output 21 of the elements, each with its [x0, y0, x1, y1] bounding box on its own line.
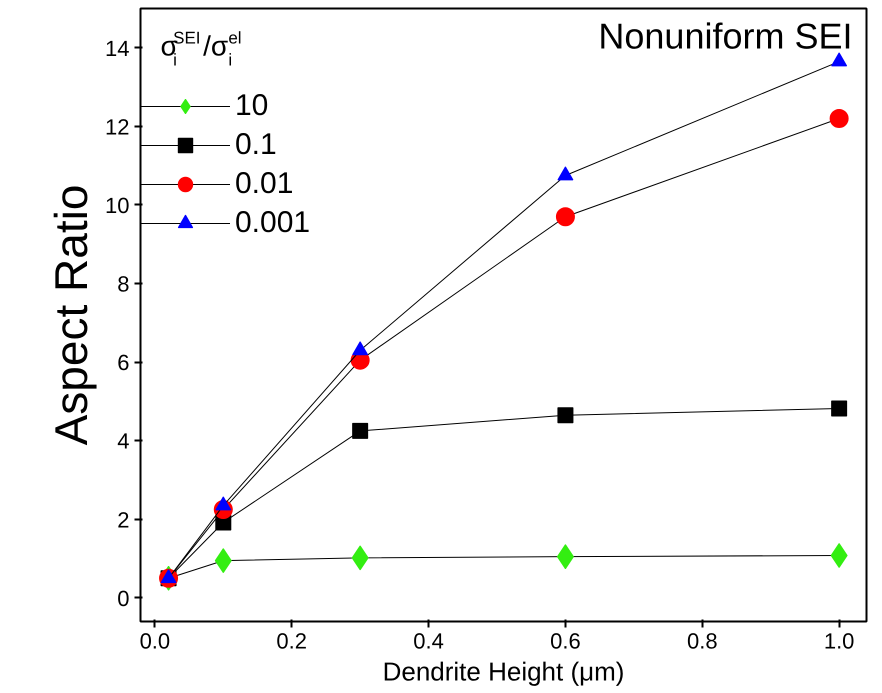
- x-tick-label: 0.8: [686, 628, 718, 654]
- y-tick-label: 8: [117, 272, 130, 297]
- legend-label: 0.1: [235, 128, 277, 162]
- y-tick-label: 4: [117, 428, 130, 454]
- y-tick-label: 0: [117, 586, 130, 611]
- legend-label: 10: [235, 89, 268, 123]
- y-axis-title: Aspect Ratio: [45, 184, 98, 446]
- x-tick-label: 0.6: [550, 628, 581, 654]
- x-axis-title: Dendrite Height (μm): [382, 656, 624, 686]
- y-tick-label: 2: [117, 507, 130, 532]
- x-tick-label: 0.2: [276, 628, 308, 654]
- y-tick-label: 10: [105, 192, 130, 218]
- legend-label: 0.001: [235, 206, 310, 240]
- x-tick-label: 0.0: [140, 628, 170, 654]
- y-tick-label: 12: [105, 114, 130, 140]
- x-tick-label: 1.0: [824, 628, 854, 654]
- y-tick-label: 14: [105, 36, 130, 61]
- y-tick-label: 6: [117, 350, 130, 376]
- annotation: Nonuniform SEI: [598, 16, 852, 56]
- x-tick-label: 0.4: [413, 628, 444, 654]
- legend-label: 0.01: [235, 167, 294, 201]
